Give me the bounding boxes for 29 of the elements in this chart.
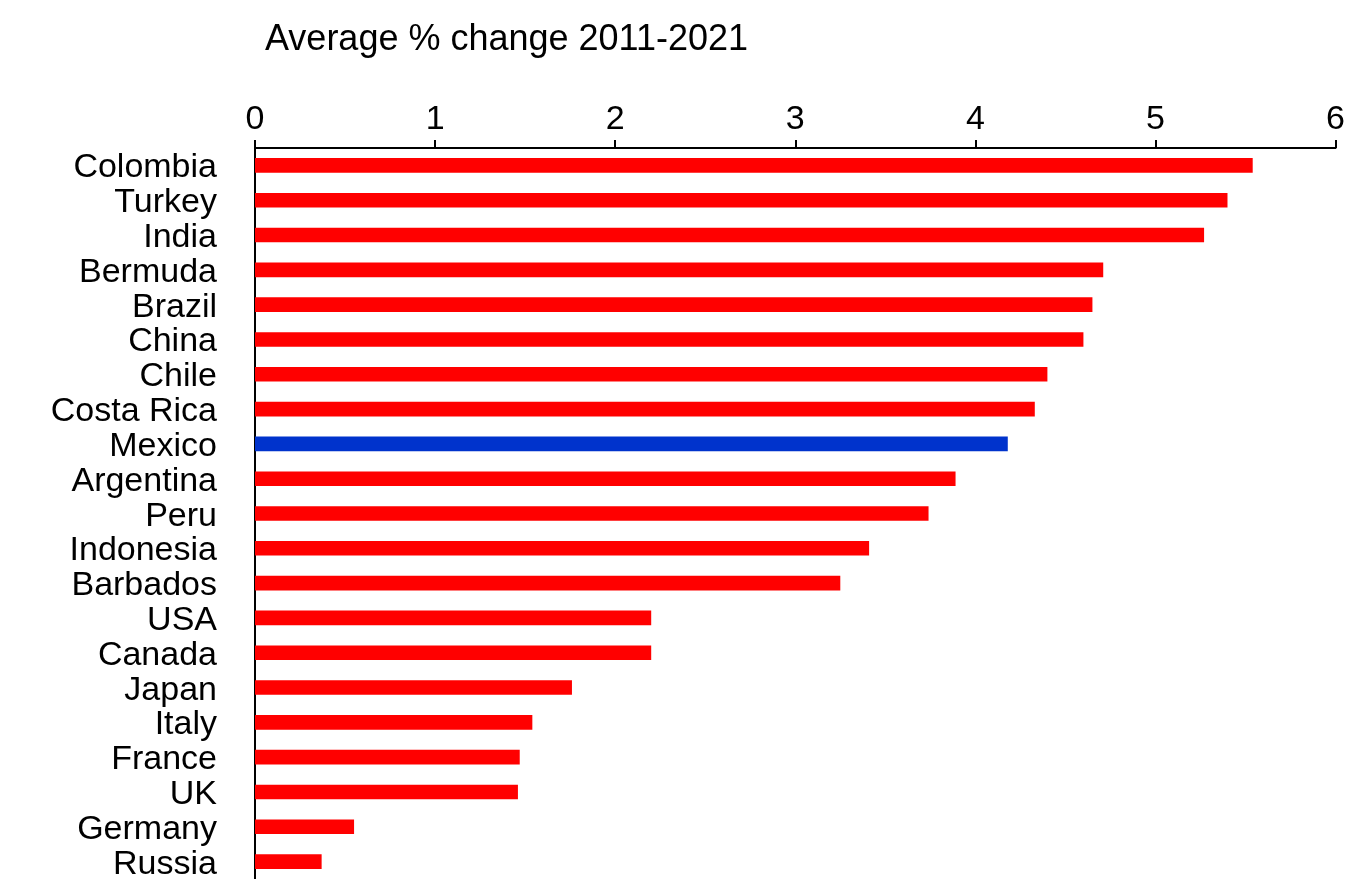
bar	[255, 715, 533, 730]
x-tick-label: 0	[245, 98, 265, 136]
x-tick-label: 1	[425, 98, 445, 136]
bar	[255, 784, 518, 800]
bar	[255, 158, 1253, 173]
x-tick-label: 2	[605, 98, 625, 136]
bar	[255, 471, 956, 486]
bar	[255, 819, 355, 835]
x-tick-label: 6	[1326, 98, 1346, 136]
bar	[255, 854, 322, 869]
bar	[255, 645, 652, 661]
x-tick-label: 3	[785, 98, 805, 136]
bar	[255, 332, 1084, 347]
x-axis-title: Average % change 2011-2021	[265, 16, 749, 58]
bar	[255, 436, 1008, 452]
x-tick-label: 4	[965, 98, 985, 136]
bar	[255, 227, 1205, 243]
bar	[255, 541, 870, 556]
bar	[255, 401, 1035, 417]
bar	[255, 575, 841, 591]
x-tick-label: 5	[1145, 98, 1165, 136]
bar	[255, 506, 929, 521]
bar	[255, 680, 572, 695]
bar	[255, 262, 1104, 278]
bar	[255, 610, 652, 626]
bar	[255, 192, 1228, 208]
bar	[255, 297, 1093, 312]
bar	[255, 366, 1048, 382]
bar	[255, 749, 520, 765]
